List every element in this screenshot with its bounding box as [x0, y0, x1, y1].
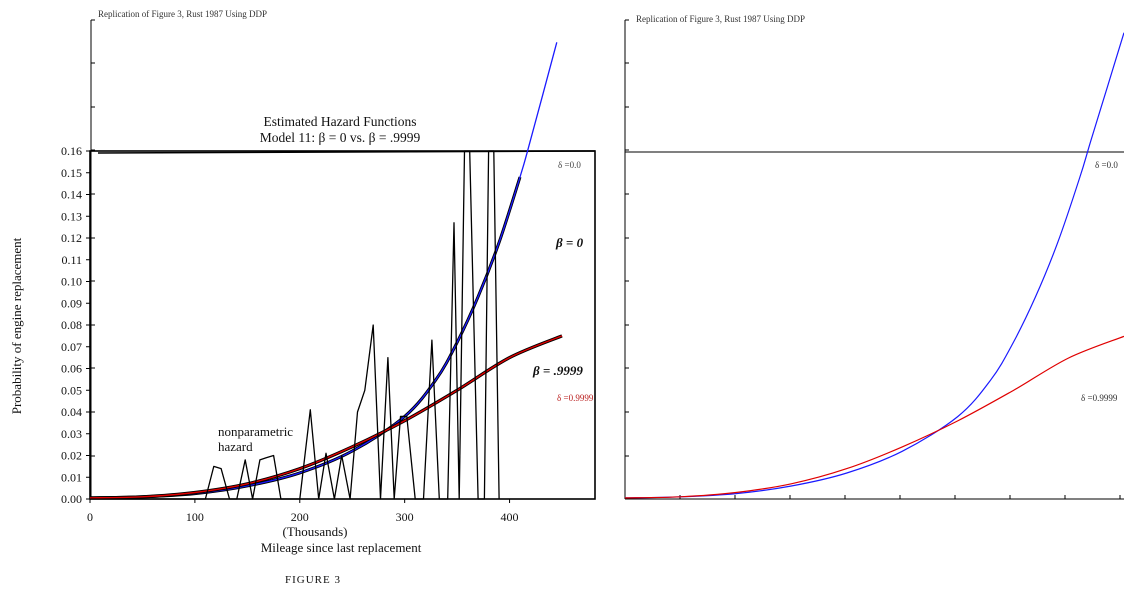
left-chart-subtitle: Model 11: β = 0 vs. β = .9999	[260, 130, 421, 145]
left-y-axis-label: Probability of engine replacement	[9, 237, 24, 414]
left-plot-frame	[89, 150, 596, 500]
left-chart-panel: Replication of Figure 3, Rust 1987 Using…	[9, 9, 596, 586]
left-y-tick-label: 0.04	[61, 405, 82, 419]
left-y-tick-label: 0.08	[61, 318, 82, 332]
right-series-group	[624, 32, 1124, 499]
left-delta-zero-label: δ =0.0	[558, 160, 581, 170]
left-y-tick-label: 0.13	[61, 209, 82, 223]
left-series-group	[89, 42, 563, 500]
left-series-beta9999_ddp	[89, 335, 563, 499]
beta-zero-label: β = 0	[555, 235, 584, 250]
left-y-tick-label: 0.05	[61, 383, 82, 397]
left-y-tick-label: 0.00	[61, 492, 82, 506]
left-y-tick-label: 0.01	[61, 470, 82, 484]
right-delta-9999-label: δ =0.9999	[1081, 393, 1118, 403]
right-axes	[624, 19, 1124, 500]
left-x-tick-label: 400	[501, 510, 519, 524]
left-y-tick-label: 0.15	[61, 166, 82, 180]
left-y-tick-label: 0.09	[61, 296, 82, 310]
right-series-delta9999	[624, 335, 1124, 499]
left-source-label: Replication of Figure 3, Rust 1987 Using…	[98, 9, 267, 19]
left-y-tick-label: 0.07	[61, 340, 82, 354]
left-top-reference-line	[97, 150, 596, 154]
left-series-beta9999_original	[89, 334, 563, 500]
right-series-delta0	[624, 32, 1124, 499]
left-x-axis-label: Mileage since last replacement	[261, 540, 422, 555]
left-y-tick-label: 0.02	[61, 449, 82, 463]
left-y-tick-label: 0.12	[61, 231, 82, 245]
left-y-tick-label: 0.14	[61, 188, 82, 202]
left-x-tick-label: 200	[291, 510, 309, 524]
figure-caption: FIGURE 3	[285, 574, 341, 586]
left-y-tick-label: 0.11	[61, 253, 82, 267]
left-y-axis-ticks: 0.00 0.01 0.02 0.03 0.04 0.05 0.06 0.07 0.08 0.09…	[61, 144, 90, 506]
beta-9999-label: β = .9999	[532, 363, 583, 378]
left-y-tick-label: 0.03	[61, 427, 82, 441]
left-x-axis-ticks: 0 100 200 300 400	[87, 499, 519, 524]
nonparametric-label-line2: hazard	[218, 439, 253, 454]
left-x-tick-label: 0	[87, 510, 93, 524]
left-chart-title: Estimated Hazard Functions	[264, 114, 417, 129]
left-y-tick-label: 0.06	[61, 362, 82, 376]
left-series-nonparametric	[90, 150, 500, 500]
left-x-tick-label: 300	[396, 510, 414, 524]
left-delta-9999-label: δ =0.9999	[557, 393, 594, 403]
left-x-tick-label: 100	[186, 510, 204, 524]
right-delta-zero-label: δ =0.0	[1095, 160, 1118, 170]
left-y-tick-label: 0.16	[61, 144, 82, 158]
left-y-tick-label: 0.10	[61, 275, 82, 289]
right-source-label: Replication of Figure 3, Rust 1987 Using…	[636, 14, 805, 24]
left-x-axis-units: (Thousands)	[283, 524, 348, 539]
nonparametric-label-line1: nonparametric	[218, 424, 293, 439]
left-outer-axis	[90, 19, 95, 499]
right-chart-panel: Replication of Figure 3, Rust 1987 Using…	[624, 14, 1124, 500]
